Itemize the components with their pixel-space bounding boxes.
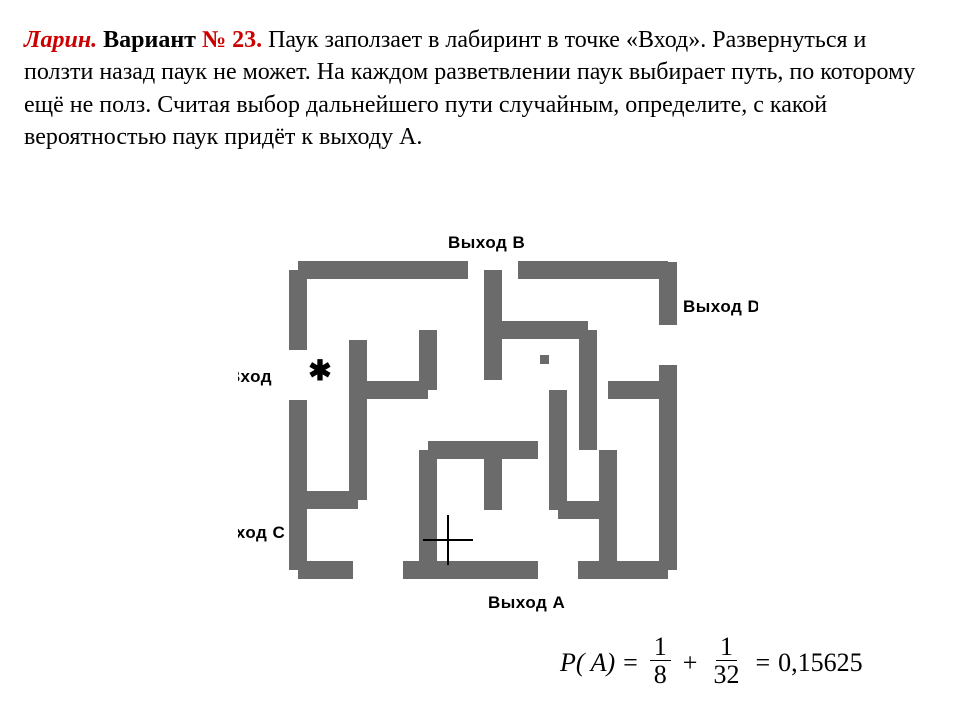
exit-d-label: Выход D xyxy=(683,297,758,316)
fraction-1-num: 1 xyxy=(650,633,671,661)
formula-lhs: P( A) xyxy=(560,648,615,678)
problem-text: Ларин. Вариант № 23. Паук заползает в ла… xyxy=(24,24,934,154)
variant-label: Вариант № 23. xyxy=(103,27,268,53)
fraction-2-den: 32 xyxy=(709,661,743,688)
answer-formula: P( A) = 1 8 + 1 32 = 0,15625 xyxy=(560,635,863,691)
equals-sign-2: = xyxy=(753,648,772,678)
exit-c-label: Выход C xyxy=(238,523,285,542)
exit-a-label: Выход A xyxy=(488,593,565,612)
plus-sign: + xyxy=(681,648,700,678)
variant-number: № 23. xyxy=(202,27,262,53)
fraction-1: 1 8 xyxy=(650,633,671,689)
spider-icon: ✱ xyxy=(308,355,331,386)
maze-dot xyxy=(540,355,549,364)
author-label: Ларин. xyxy=(24,27,97,53)
maze-diagram: ✱ Выход B Выход D Вход Выход C Выход A xyxy=(238,230,758,637)
formula-result: 0,15625 xyxy=(778,648,863,678)
variant-word: Вариант xyxy=(103,27,202,53)
fraction-1-den: 8 xyxy=(650,661,671,688)
equals-sign-1: = xyxy=(621,648,640,678)
fraction-2: 1 32 xyxy=(709,633,743,689)
maze-svg: ✱ Выход B Выход D Вход Выход C Выход A xyxy=(238,230,758,630)
fraction-2-num: 1 xyxy=(716,633,737,661)
entrance-label: Вход xyxy=(238,367,272,386)
exit-b-label: Выход B xyxy=(448,233,525,252)
